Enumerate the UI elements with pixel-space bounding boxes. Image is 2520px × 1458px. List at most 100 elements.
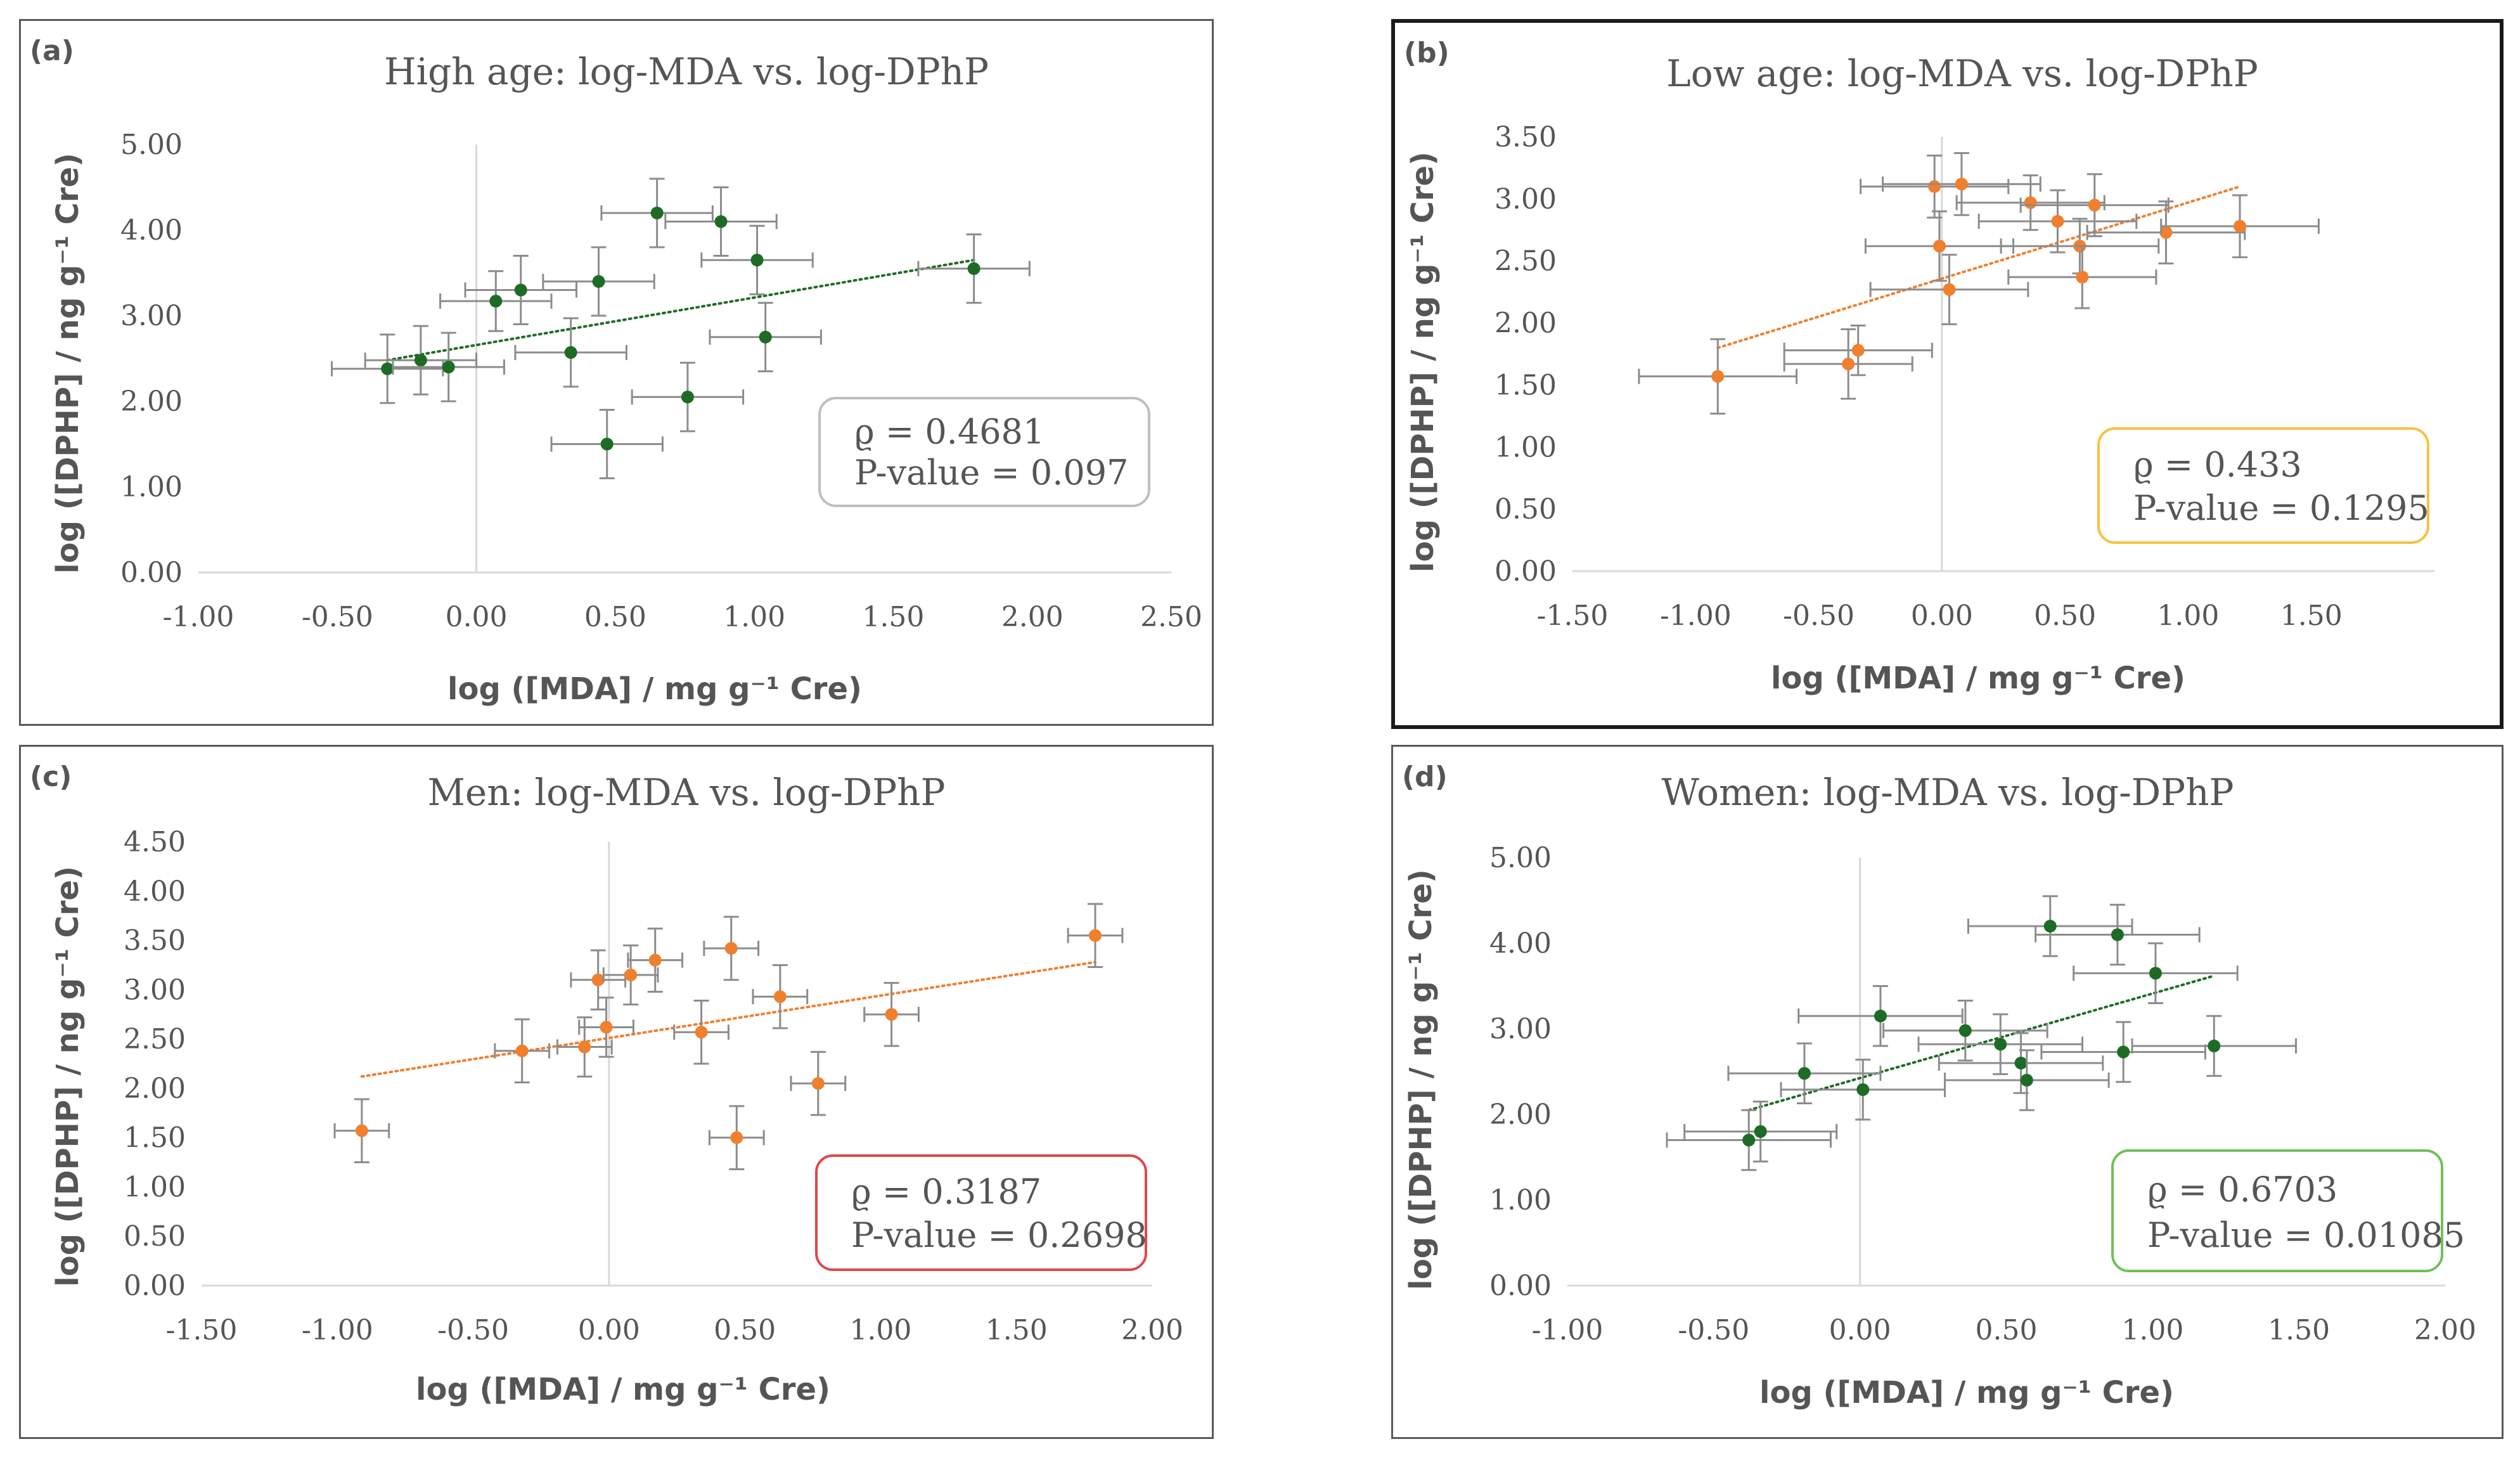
y-tick-label: 0.00 xyxy=(1495,555,1557,588)
x-axis-label: log ([MDA] / mg g⁻¹ Cre) xyxy=(1771,661,2185,696)
y-tick-label: 1.00 xyxy=(120,471,183,503)
x-tick-label: -1.50 xyxy=(1537,600,1609,632)
point-marker xyxy=(1943,283,1956,296)
x-tick-label: 1.00 xyxy=(723,601,785,633)
y-tick-label: 2.00 xyxy=(120,385,183,418)
x-tick-label: 0.50 xyxy=(714,1314,776,1346)
point-marker xyxy=(514,283,527,297)
point-marker xyxy=(730,1131,743,1144)
data-point xyxy=(627,927,684,993)
point-marker xyxy=(591,973,605,986)
data-point xyxy=(570,949,627,1010)
x-tick-label: 0.00 xyxy=(578,1314,640,1346)
x-tick-label: 2.00 xyxy=(1121,1314,1183,1346)
y-tick-label: 1.50 xyxy=(1495,369,1557,401)
y-axis-label: log ([DPHP] / ng g⁻¹ Cre) xyxy=(1405,152,1441,572)
data-point xyxy=(1938,1032,2104,1094)
point-marker xyxy=(381,362,394,375)
point-marker xyxy=(773,990,787,1003)
point-marker xyxy=(750,254,764,267)
point-marker xyxy=(2088,198,2101,212)
y-tick-label: 0.00 xyxy=(124,1270,186,1302)
point-marker xyxy=(681,390,694,404)
data-point xyxy=(2086,200,2246,265)
y-tick-label: 4.00 xyxy=(124,875,186,908)
point-marker xyxy=(695,1026,708,1039)
point-marker xyxy=(600,1021,613,1034)
point-marker xyxy=(2159,226,2173,239)
data-point xyxy=(1967,895,2133,957)
data-point xyxy=(1638,338,1798,415)
point-marker xyxy=(600,437,614,451)
data-point xyxy=(1882,152,2041,216)
data-point xyxy=(1797,985,1964,1047)
data-point xyxy=(1783,324,1933,377)
y-tick-label: 3.00 xyxy=(120,300,183,332)
y-tick-label: 3.00 xyxy=(1489,1013,1552,1045)
y-tick-label: 3.00 xyxy=(124,974,186,1006)
point-marker xyxy=(2234,219,2247,233)
chart-panel-d: (d) Women: log-MDA vs. log-DPhP log ([MD… xyxy=(1391,745,2504,1439)
data-point xyxy=(464,255,577,325)
point-marker xyxy=(650,207,664,219)
y-tick-label: 2.00 xyxy=(1495,307,1557,340)
point-marker xyxy=(811,1077,825,1090)
point-marker xyxy=(1089,929,1102,942)
data-point xyxy=(331,333,444,404)
data-point xyxy=(917,233,1031,304)
stats-box-frame xyxy=(818,397,1150,507)
stats-box-frame xyxy=(2097,427,2429,544)
chart-panel-b: (b) Low age: log-MDA vs. log-DPhP log ([… xyxy=(1391,19,2504,729)
x-tick-label: 1.50 xyxy=(2280,600,2343,632)
y-axis-label: log ([DPHP] / ng g⁻¹ Cre) xyxy=(1403,869,1439,1290)
y-tick-label: 4.00 xyxy=(120,214,183,247)
point-marker xyxy=(1958,1024,1972,1037)
data-point xyxy=(664,186,778,257)
data-point xyxy=(2131,1015,2298,1077)
data-point xyxy=(863,981,920,1047)
data-point xyxy=(752,964,809,1029)
y-tick-label: 1.00 xyxy=(1495,431,1557,463)
chart-title: High age: log-MDA vs. log-DPhP xyxy=(384,50,989,93)
point-marker xyxy=(2014,1057,2028,1069)
data-point xyxy=(392,332,505,403)
data-point xyxy=(1780,1059,1946,1121)
point-marker xyxy=(2208,1040,2221,1052)
point-marker xyxy=(1754,1125,1767,1138)
y-tick-label: 3.50 xyxy=(1495,121,1557,153)
data-point xyxy=(514,317,627,388)
panel-label: (a) xyxy=(30,35,74,67)
data-point xyxy=(1882,999,2048,1062)
point-marker xyxy=(1955,177,1968,191)
x-tick-label: -1.00 xyxy=(302,1314,373,1346)
x-tick-label: 0.00 xyxy=(446,601,508,633)
point-marker xyxy=(1994,1038,2007,1051)
stats-box-frame xyxy=(815,1154,1147,1271)
data-point xyxy=(1683,1100,1838,1163)
x-tick-label: 1.00 xyxy=(849,1314,911,1346)
x-axis-label: log ([MDA] / mg g⁻¹ Cre) xyxy=(416,1372,830,1407)
chart-title: Women: log-MDA vs. log-DPhP xyxy=(1661,771,2234,814)
data-point xyxy=(790,1050,847,1116)
data-point xyxy=(1067,903,1124,969)
y-tick-label: 2.00 xyxy=(1489,1099,1552,1131)
data-point xyxy=(550,409,664,479)
x-tick-label: 2.00 xyxy=(2414,1314,2476,1346)
point-marker xyxy=(1932,240,1946,253)
point-marker xyxy=(648,953,662,967)
point-marker xyxy=(2043,920,2057,932)
data-point xyxy=(2040,1021,2206,1083)
data-point xyxy=(708,1105,765,1170)
point-marker xyxy=(2117,1045,2130,1059)
p-value: P-value = 0.2698 xyxy=(851,1215,1147,1255)
y-tick-label: 0.50 xyxy=(124,1220,186,1253)
point-marker xyxy=(1742,1133,1756,1147)
point-marker xyxy=(414,354,427,367)
y-tick-label: 2.00 xyxy=(124,1073,186,1105)
point-marker xyxy=(1797,1067,1811,1080)
x-tick-label: -1.00 xyxy=(163,601,235,633)
rho-value: ϱ = 0.3187 xyxy=(851,1172,1041,1212)
data-point xyxy=(1783,328,1913,400)
data-point xyxy=(2160,194,2320,259)
point-marker xyxy=(759,330,772,344)
